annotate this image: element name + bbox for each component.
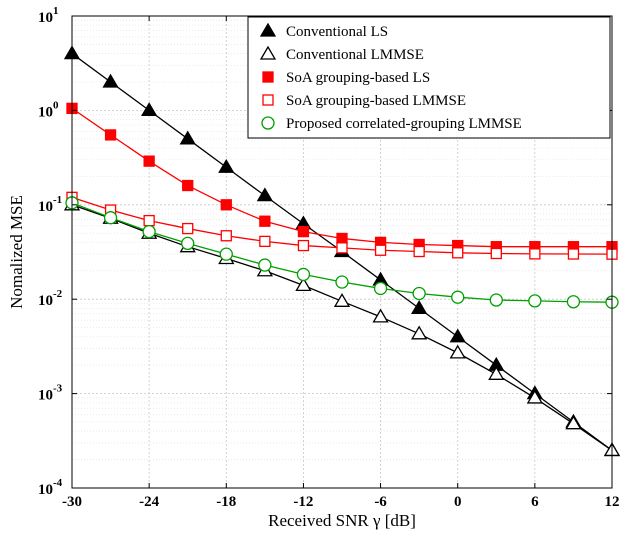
legend-marker [259, 45, 277, 60]
data-point [335, 275, 349, 289]
y-tick-label: 100 [38, 99, 59, 120]
data-point [526, 389, 543, 404]
legend-entry: SoA grouping-based LS [262, 70, 430, 86]
data-point [412, 286, 426, 301]
axis-ticks: -30 -24 -18 -12 -6 0 6 12 101 100 10-1 10-2 10-3 10-4 [38, 5, 620, 510]
data-point [141, 102, 158, 117]
data-point [102, 73, 119, 88]
data-point [336, 242, 348, 254]
data-point [259, 215, 271, 227]
data-point [374, 244, 387, 256]
legend-marker [259, 22, 277, 37]
data-point [218, 158, 235, 173]
data-point [182, 222, 194, 235]
series-5 [65, 196, 619, 309]
data-point [565, 415, 582, 430]
data-point [413, 245, 425, 258]
legend-label: Proposed correlated-grouping LMMSE [286, 116, 522, 132]
legend-marker [262, 94, 274, 106]
x-tick-label: -24 [139, 494, 159, 510]
series-4 [66, 191, 618, 260]
data-point [411, 300, 428, 314]
data-point [181, 236, 195, 251]
legend-marker [261, 116, 275, 130]
data-point [103, 211, 118, 225]
data-point [336, 232, 348, 245]
y-tick-label: 10-2 [38, 288, 63, 309]
legend-label: SoA grouping-based LS [286, 70, 430, 86]
data-point [449, 344, 466, 359]
x-tick-label: -12 [293, 494, 313, 510]
data-point [295, 277, 312, 292]
y-tick-label: 10-3 [38, 383, 63, 404]
data-point [488, 366, 505, 380]
data-point [333, 293, 351, 307]
data-point [567, 248, 580, 260]
data-point [258, 258, 272, 272]
data-point [452, 247, 464, 259]
legend-marker [262, 71, 274, 83]
data-point [142, 224, 156, 239]
data-point [372, 308, 389, 323]
x-tick-label: -6 [374, 494, 387, 510]
legend-entry: Conventional LS [259, 22, 388, 40]
y-tick-label: 10-4 [38, 477, 63, 498]
data-point [219, 247, 233, 261]
legend-entry: Proposed correlated-grouping LMMSE [261, 116, 522, 132]
data-point [220, 199, 232, 211]
x-tick-label: -18 [216, 494, 236, 510]
data-series [63, 45, 621, 457]
data-point [451, 290, 465, 304]
data-point [411, 325, 428, 340]
legend-label: SoA grouping-based LMMSE [286, 93, 466, 109]
data-point [373, 281, 388, 296]
data-point [529, 248, 541, 260]
legend-label: Conventional LMMSE [286, 47, 424, 63]
series-3 [66, 102, 618, 253]
x-axis-label: Received SNR γ [dB] [268, 511, 416, 530]
data-point [489, 293, 503, 307]
data-point [490, 247, 502, 260]
x-tick-label: -30 [62, 494, 82, 510]
x-tick-label: 6 [531, 494, 539, 510]
legend-entry: SoA grouping-based LMMSE [262, 93, 466, 109]
legend: Conventional LS Conventional LMMSE SoA gro… [247, 16, 611, 139]
legend-label: Conventional LS [286, 24, 388, 40]
data-point [297, 239, 310, 252]
data-point [296, 267, 311, 282]
legend-box [247, 16, 611, 139]
data-point [449, 328, 466, 343]
x-tick-label: 12 [605, 494, 620, 510]
y-tick-label: 101 [38, 5, 59, 26]
plot-frame [71, 15, 613, 489]
data-point [259, 235, 271, 248]
data-point [182, 179, 194, 192]
data-point [220, 230, 232, 242]
data-point [143, 214, 155, 227]
x-tick-label: 0 [454, 494, 462, 510]
data-point [297, 225, 310, 238]
data-point [104, 129, 117, 141]
data-point [566, 295, 581, 309]
y-tick-label: 10-1 [38, 194, 62, 215]
data-point [256, 187, 273, 202]
legend-entry: Conventional LMMSE [259, 45, 424, 63]
data-point [143, 155, 155, 167]
data-point [528, 294, 542, 308]
data-point [179, 130, 196, 145]
y-axis-label: Nomalized MSE [7, 195, 26, 309]
